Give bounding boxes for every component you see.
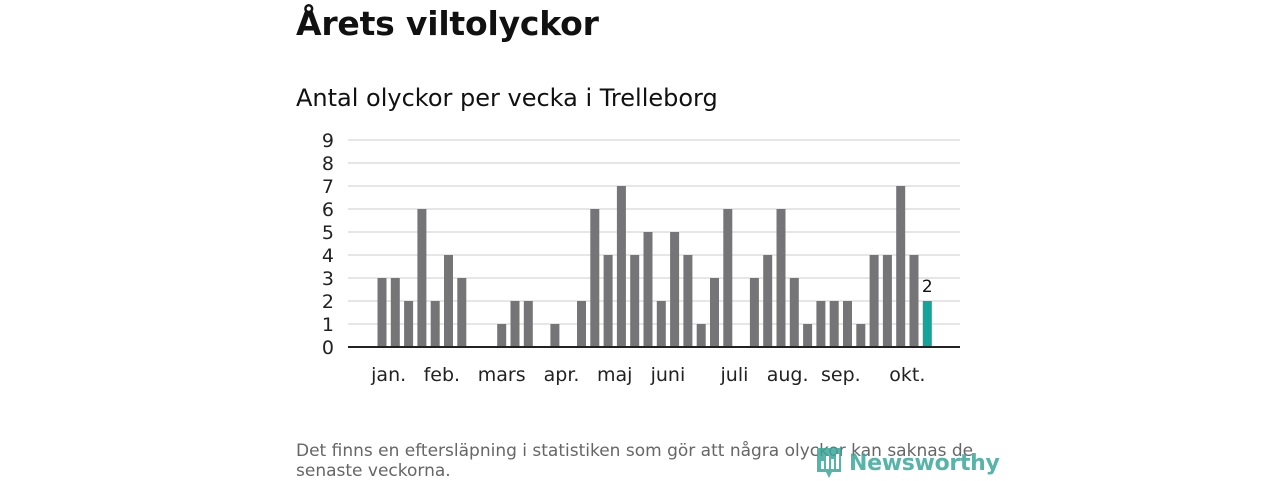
bar [497, 324, 507, 347]
y-tick-label: 3 [322, 268, 334, 290]
page-title: Årets viltolyckor [296, 4, 599, 43]
bar [430, 301, 440, 347]
bar [776, 209, 786, 347]
brand-name: Newsworthy [849, 450, 1000, 476]
bar [909, 255, 919, 347]
data-label: 2 [922, 277, 933, 297]
y-tick-label: 0 [322, 337, 334, 359]
bar [444, 255, 453, 347]
bar [643, 232, 653, 347]
bar [670, 232, 680, 347]
bar [616, 186, 626, 347]
bar [723, 209, 733, 347]
bar [417, 209, 427, 347]
x-tick-label: feb. [424, 364, 460, 386]
bar [577, 301, 586, 347]
bar [710, 278, 719, 347]
bar [803, 324, 813, 347]
bar [630, 255, 640, 347]
bar [377, 278, 387, 347]
bar [869, 255, 879, 347]
bar [816, 301, 826, 347]
bar-current-week [922, 301, 932, 347]
bar [590, 209, 600, 347]
x-axis-month-labels: jan. feb. mars apr. maj juni juli aug. sep. okt. [370, 364, 925, 386]
bar [603, 255, 613, 347]
bar [656, 301, 666, 347]
bar [882, 255, 892, 347]
y-tick-label: 8 [322, 153, 334, 175]
bar [843, 301, 852, 347]
x-tick-label: sep. [821, 364, 861, 386]
x-tick-label: aug. [767, 364, 809, 386]
y-tick-label: 2 [322, 291, 334, 313]
bars: 2 [377, 186, 933, 347]
bar [789, 278, 799, 347]
y-tick-label: 5 [322, 222, 334, 244]
bar [749, 278, 759, 347]
bar [856, 324, 866, 347]
y-tick-label: 4 [322, 245, 334, 267]
grid-lines [348, 139, 960, 325]
bar [683, 255, 693, 347]
bar [457, 278, 467, 347]
x-tick-label: juli [720, 364, 749, 386]
footnote: Det finns en eftersläpning i statistiken… [296, 441, 974, 481]
bar [763, 255, 773, 347]
y-tick-label: 7 [322, 176, 334, 198]
bar [829, 301, 839, 347]
bar [523, 301, 533, 347]
y-tick-label: 6 [322, 199, 334, 221]
bar [510, 301, 520, 347]
bar [404, 301, 414, 347]
newsworthy-logo-icon [817, 448, 841, 478]
y-tick-label: 1 [322, 314, 334, 336]
chart-title: Antal olyckor per vecka i Trelleborg [296, 84, 718, 112]
x-tick-label: mars [478, 364, 526, 386]
x-tick-label: apr. [544, 364, 580, 386]
x-tick-label: juni [650, 364, 686, 386]
bar [896, 186, 906, 347]
bar [696, 324, 706, 347]
bar [390, 278, 400, 347]
x-tick-label: okt. [889, 364, 925, 386]
bar [550, 324, 560, 347]
y-tick-label: 9 [322, 130, 334, 152]
brand-logo: Newsworthy [815, 446, 1000, 480]
x-tick-label: maj [597, 364, 632, 386]
x-tick-label: jan. [370, 364, 406, 386]
